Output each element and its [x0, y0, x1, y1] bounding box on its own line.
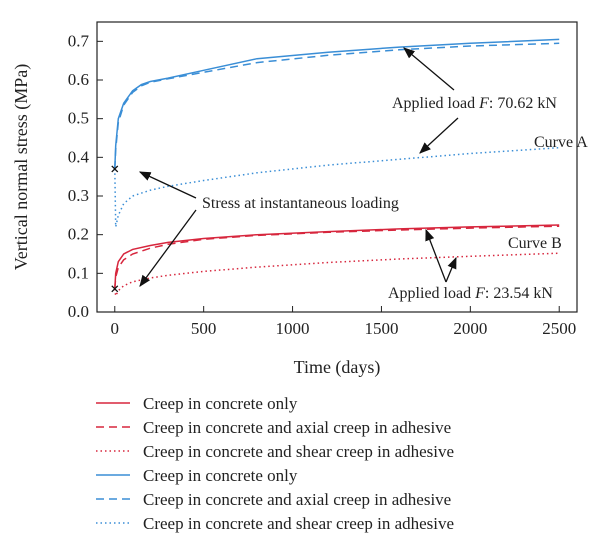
arrow-load-b-right — [445, 256, 457, 283]
series-line-3 — [114, 252, 560, 299]
legend: Creep in concrete only Creep in concrete … — [96, 394, 454, 533]
series-line-2 — [114, 225, 560, 289]
y-tick-label: 0.0 — [68, 302, 89, 321]
plot-frame — [96, 21, 578, 313]
annotation-arrows — [138, 47, 459, 287]
annotation-curve-b: Curve B — [508, 235, 562, 252]
y-tick-label: 0.7 — [68, 31, 90, 50]
y-axis-title: Vertical normal stress (MPa) — [11, 64, 32, 270]
annotation-applied-load-b: Applied load F: 23.54 kN — [388, 285, 553, 302]
x-tick-label: 2500 — [542, 319, 576, 338]
y-tick-label: 0.6 — [68, 70, 89, 89]
arrow-load-a-lower — [419, 117, 459, 154]
y-tick-label: 0.1 — [68, 263, 89, 282]
legend-label: Creep in concrete and axial creep in adh… — [143, 418, 451, 437]
legend-label: Creep in concrete and shear creep in adh… — [143, 514, 454, 533]
x-tick-label: 0 — [111, 319, 120, 338]
instant-loading-marker — [111, 285, 119, 293]
series-line-1 — [114, 224, 560, 289]
arrow-instant-lower — [139, 209, 197, 287]
x-axis-ticks: 0 500 1000 1500 2000 2500 — [111, 306, 576, 338]
x-tick-label: 500 — [191, 319, 217, 338]
arrow-load-a-upper — [403, 47, 455, 91]
x-tick-label: 1500 — [364, 319, 398, 338]
x-tick-label: 2000 — [453, 319, 487, 338]
annotation-applied-load-a: Applied load F: 70.62 kN — [392, 95, 557, 112]
instantaneous-markers — [111, 165, 119, 293]
legend-label: Creep in concrete and axial creep in adh… — [143, 490, 451, 509]
x-axis-title: Time (days) — [294, 357, 381, 378]
y-axis-ticks: 0.0 0.1 0.2 0.3 0.4 0.5 0.6 0.7 — [68, 31, 103, 321]
arrow-load-b-left — [425, 228, 447, 283]
y-tick-label: 0.2 — [68, 225, 89, 244]
annotation-stress-instant: Stress at instantaneous loading — [202, 195, 399, 212]
arrow-instant-upper — [138, 171, 197, 199]
legend-label: Creep in concrete only — [143, 394, 298, 413]
legend-label: Creep in concrete and shear creep in adh… — [143, 442, 454, 461]
series-lines — [114, 38, 560, 299]
x-tick-label: 1000 — [276, 319, 310, 338]
annotation-curve-a: Curve A — [534, 134, 588, 151]
instant-loading-marker — [111, 165, 119, 173]
legend-label: Creep in concrete only — [143, 466, 298, 485]
series-line-5 — [114, 42, 560, 169]
y-tick-label: 0.3 — [68, 186, 89, 205]
y-tick-label: 0.4 — [68, 147, 90, 166]
y-tick-label: 0.5 — [68, 109, 89, 128]
series-line-6 — [114, 146, 560, 228]
